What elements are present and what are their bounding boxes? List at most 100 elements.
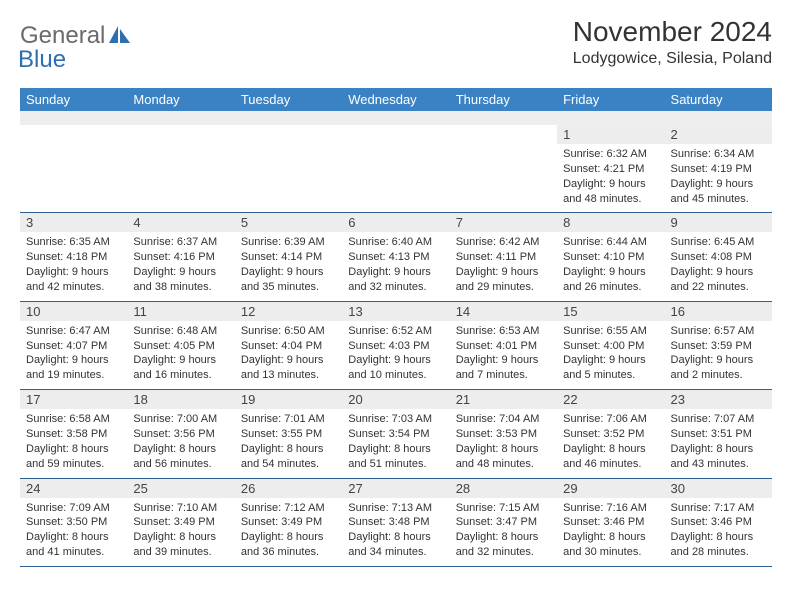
day-data: Sunrise: 6:40 AMSunset: 4:13 PMDaylight:…	[342, 232, 449, 300]
sunset-text: Sunset: 4:11 PM	[456, 250, 551, 265]
daylight-text: Daylight: 9 hours and 35 minutes.	[241, 265, 336, 295]
sunrise-text: Sunrise: 7:01 AM	[241, 412, 336, 427]
sunrise-text: Sunrise: 6:50 AM	[241, 324, 336, 339]
daylight-text: Daylight: 8 hours and 54 minutes.	[241, 442, 336, 472]
day-cell: 7 Sunrise: 6:42 AMSunset: 4:11 PMDaylight…	[450, 213, 557, 301]
sunset-text: Sunset: 3:46 PM	[671, 515, 766, 530]
daylight-text: Daylight: 8 hours and 56 minutes.	[133, 442, 228, 472]
sunset-text: Sunset: 3:49 PM	[241, 515, 336, 530]
day-number: 11	[127, 302, 234, 321]
daylight-text: Daylight: 8 hours and 59 minutes.	[26, 442, 121, 472]
day-cell: 9Sunrise: 6:45 AMSunset: 4:08 PMDaylight…	[665, 213, 772, 301]
day-cell: 16Sunrise: 6:57 AMSunset: 3:59 PMDayligh…	[665, 301, 772, 389]
daylight-text: Daylight: 8 hours and 41 minutes.	[26, 530, 121, 560]
sunset-text: Sunset: 3:51 PM	[671, 427, 766, 442]
day-data	[342, 129, 449, 197]
sunset-text: Sunset: 3:46 PM	[563, 515, 658, 530]
week-row: 3Sunrise: 6:35 AMSunset: 4:18 PMDaylight…	[20, 213, 772, 301]
day-cell: 12Sunrise: 6:50 AMSunset: 4:04 PMDayligh…	[235, 301, 342, 389]
sunrise-text: Sunrise: 6:44 AM	[563, 235, 658, 250]
day-cell: 17Sunrise: 6:58 AMSunset: 3:58 PMDayligh…	[20, 390, 127, 478]
daylight-text: Daylight: 9 hours and 29 minutes.	[456, 265, 551, 295]
calendar-header-row: Sunday Monday Tuesday Wednesday Thursday…	[20, 88, 772, 111]
sunrise-text: Sunrise: 6:37 AM	[133, 235, 228, 250]
day-data: Sunrise: 7:09 AMSunset: 3:50 PMDaylight:…	[20, 498, 127, 566]
day-data: Sunrise: 7:07 AMSunset: 3:51 PMDaylight:…	[665, 409, 772, 477]
day-cell: 5Sunrise: 6:39 AMSunset: 4:14 PMDaylight…	[235, 213, 342, 301]
daylight-text: Daylight: 8 hours and 36 minutes.	[241, 530, 336, 560]
day-cell: 18Sunrise: 7:00 AMSunset: 3:56 PMDayligh…	[127, 390, 234, 478]
day-number: 7	[450, 213, 557, 232]
sunset-text: Sunset: 3:54 PM	[348, 427, 443, 442]
day-data: Sunrise: 7:15 AMSunset: 3:47 PMDaylight:…	[450, 498, 557, 566]
day-cell: 28Sunrise: 7:15 AMSunset: 3:47 PMDayligh…	[450, 478, 557, 566]
day-cell: 19Sunrise: 7:01 AMSunset: 3:55 PMDayligh…	[235, 390, 342, 478]
day-number: 25	[127, 479, 234, 498]
day-cell: 21Sunrise: 7:04 AMSunset: 3:53 PMDayligh…	[450, 390, 557, 478]
day-number: 3	[20, 213, 127, 232]
day-number: 5	[235, 213, 342, 232]
day-data: Sunrise: 6:32 AMSunset: 4:21 PMDaylight:…	[557, 144, 664, 212]
sunrise-text: Sunrise: 6:58 AM	[26, 412, 121, 427]
day-cell	[235, 125, 342, 213]
sunrise-text: Sunrise: 7:09 AM	[26, 501, 121, 516]
daylight-text: Daylight: 8 hours and 34 minutes.	[348, 530, 443, 560]
day-data	[450, 129, 557, 197]
sunrise-text: Sunrise: 7:12 AM	[241, 501, 336, 516]
daylight-text: Daylight: 8 hours and 39 minutes.	[133, 530, 228, 560]
sunrise-text: Sunrise: 6:52 AM	[348, 324, 443, 339]
day-data: Sunrise: 7:16 AMSunset: 3:46 PMDaylight:…	[557, 498, 664, 566]
day-data: Sunrise: 6:58 AMSunset: 3:58 PMDaylight:…	[20, 409, 127, 477]
dow-header: Tuesday	[235, 88, 342, 111]
day-number: 9	[665, 213, 772, 232]
sunrise-text: Sunrise: 6:42 AM	[456, 235, 551, 250]
day-data: Sunrise: 6:44 AMSunset: 4:10 PMDaylight:…	[557, 232, 664, 300]
day-cell: 25 Sunrise: 7:10 AMSunset: 3:49 PMDayligh…	[127, 478, 234, 566]
day-data: Sunrise: 6:39 AMSunset: 4:14 PMDaylight:…	[235, 232, 342, 300]
sunset-text: Sunset: 3:56 PM	[133, 427, 228, 442]
day-data: Sunrise: 7:01 AMSunset: 3:55 PMDaylight:…	[235, 409, 342, 477]
day-data: Sunrise: 6:34 AMSunset: 4:19 PMDaylight:…	[665, 144, 772, 212]
day-cell: 1Sunrise: 6:32 AMSunset: 4:21 PMDaylight…	[557, 125, 664, 213]
calendar-body: 1Sunrise: 6:32 AMSunset: 4:21 PMDaylight…	[20, 111, 772, 566]
day-cell: 10Sunrise: 6:47 AMSunset: 4:07 PMDayligh…	[20, 301, 127, 389]
day-data: Sunrise: 7:12 AMSunset: 3:49 PMDaylight:…	[235, 498, 342, 566]
day-data: Sunrise: 6:35 AMSunset: 4:18 PMDaylight:…	[20, 232, 127, 300]
sunrise-text: Sunrise: 6:34 AM	[671, 147, 766, 162]
day-number: 30	[665, 479, 772, 498]
sunrise-text: Sunrise: 6:48 AM	[133, 324, 228, 339]
sunset-text: Sunset: 4:04 PM	[241, 339, 336, 354]
day-number: 28	[450, 479, 557, 498]
day-data: Sunrise: 6:37 AMSunset: 4:16 PMDaylight:…	[127, 232, 234, 300]
sunrise-text: Sunrise: 7:07 AM	[671, 412, 766, 427]
brand-word-2: Blue	[18, 46, 66, 73]
dow-header: Sunday	[20, 88, 127, 111]
day-data: Sunrise: 7:13 AMSunset: 3:48 PMDaylight:…	[342, 498, 449, 566]
day-number: 6	[342, 213, 449, 232]
day-number: 13	[342, 302, 449, 321]
sunset-text: Sunset: 3:59 PM	[671, 339, 766, 354]
daylight-text: Daylight: 9 hours and 32 minutes.	[348, 265, 443, 295]
sunset-text: Sunset: 4:14 PM	[241, 250, 336, 265]
sunset-text: Sunset: 3:49 PM	[133, 515, 228, 530]
daylight-text: Daylight: 9 hours and 16 minutes.	[133, 353, 228, 383]
day-data: Sunrise: 6:45 AMSunset: 4:08 PMDaylight:…	[665, 232, 772, 300]
sunset-text: Sunset: 4:13 PM	[348, 250, 443, 265]
sunset-text: Sunset: 4:10 PM	[563, 250, 658, 265]
sunset-text: Sunset: 4:07 PM	[26, 339, 121, 354]
daylight-text: Daylight: 9 hours and 2 minutes.	[671, 353, 766, 383]
day-number: 20	[342, 390, 449, 409]
daylight-text: Daylight: 9 hours and 19 minutes.	[26, 353, 121, 383]
day-cell: 3Sunrise: 6:35 AMSunset: 4:18 PMDaylight…	[20, 213, 127, 301]
day-data: Sunrise: 6:47 AMSunset: 4:07 PMDaylight:…	[20, 321, 127, 389]
day-data: Sunrise: 7:00 AMSunset: 3:56 PMDaylight:…	[127, 409, 234, 477]
day-cell: 6Sunrise: 6:40 AMSunset: 4:13 PMDaylight…	[342, 213, 449, 301]
daylight-text: Daylight: 8 hours and 28 minutes.	[671, 530, 766, 560]
sunrise-text: Sunrise: 7:10 AM	[133, 501, 228, 516]
sunset-text: Sunset: 4:19 PM	[671, 162, 766, 177]
day-number: 16	[665, 302, 772, 321]
week-row: 10Sunrise: 6:47 AMSunset: 4:07 PMDayligh…	[20, 301, 772, 389]
day-cell	[127, 125, 234, 213]
sunrise-text: Sunrise: 6:32 AM	[563, 147, 658, 162]
day-cell: 23Sunrise: 7:07 AMSunset: 3:51 PMDayligh…	[665, 390, 772, 478]
